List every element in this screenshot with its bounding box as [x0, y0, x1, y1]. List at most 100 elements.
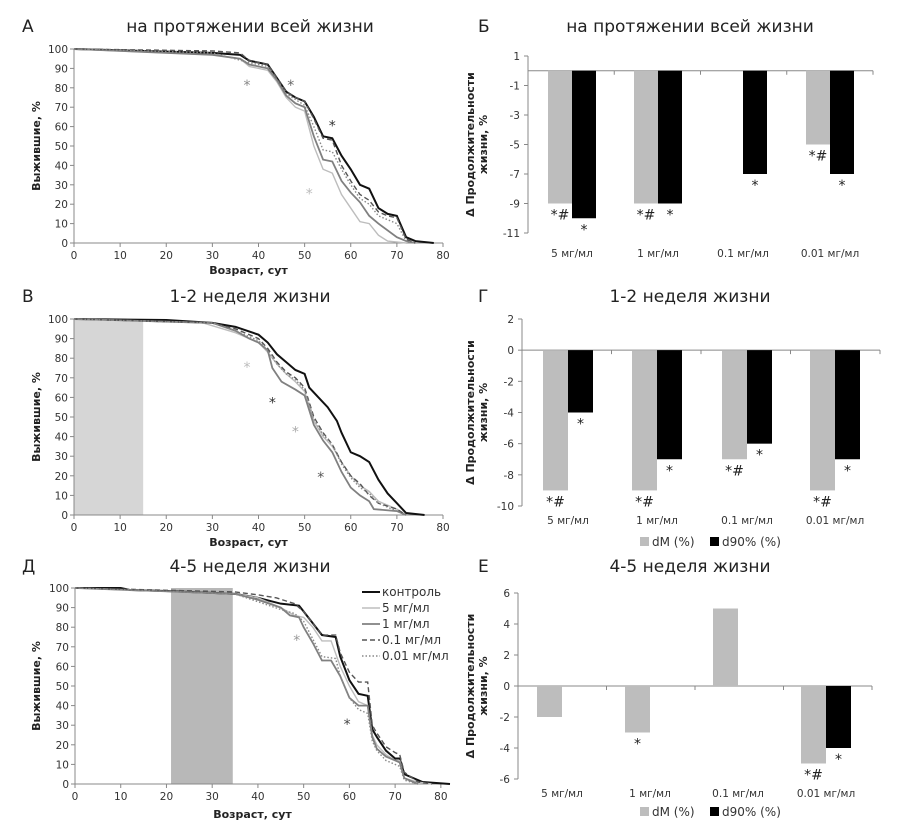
category-label: 5 мг/мл	[547, 515, 589, 527]
panel-letter: Б	[478, 17, 490, 37]
x-tick-label: 0	[71, 250, 78, 262]
significance-marker: *	[577, 417, 584, 433]
significance-marker: *	[329, 119, 336, 135]
y-tick-label: 40	[55, 160, 68, 172]
y-tick-label: -7	[510, 169, 520, 181]
bar-d90	[568, 350, 593, 413]
survival-curve	[74, 587, 419, 785]
y-tick-label: 70	[56, 642, 69, 654]
y-tick-label: 70	[55, 373, 68, 385]
survival-curve	[73, 48, 416, 244]
bar-d90	[572, 70, 596, 219]
y-tick-label: 0	[503, 681, 510, 693]
chart-title: на протяжении всей жизни	[566, 17, 814, 37]
panel-3: В 1-2 неделя жизни 0 10 20 30 40 50 60 70 80 90 100 0…	[22, 287, 450, 549]
x-tick-label: 30	[206, 250, 219, 262]
bar-d90	[743, 70, 767, 174]
y-axis-label-line: Δ Продолжительности	[464, 72, 477, 217]
survival-curve	[74, 587, 432, 785]
x-tick-label: 50	[298, 522, 311, 534]
significance-marker: *#	[551, 208, 570, 224]
y-tick-label: 2	[507, 314, 514, 326]
significance-marker: *	[581, 222, 588, 238]
significance-marker: *	[634, 737, 641, 753]
y-tick-label: -3	[510, 110, 520, 122]
y-tick-label: -10	[497, 501, 514, 513]
x-tick-label: 50	[298, 250, 311, 262]
legend-swatch	[710, 807, 719, 816]
chart-title: 4-5 неделя жизни	[169, 557, 330, 577]
legend-swatch	[640, 537, 649, 546]
y-tick-label: 100	[49, 583, 69, 595]
category-label: 0.01 мг/мл	[797, 788, 855, 800]
y-tick-label: -11	[503, 228, 520, 240]
y-tick-label: -4	[504, 408, 515, 420]
significance-marker: *	[269, 395, 276, 411]
panel-letter: В	[22, 287, 34, 307]
y-axis-label: Выжившие, %	[30, 641, 43, 731]
x-tick-label: 0	[72, 791, 79, 803]
x-tick-label: 30	[206, 522, 219, 534]
significance-marker: *	[752, 178, 759, 194]
y-tick-label: 1	[513, 51, 520, 63]
y-axis-label: Выжившие, %	[30, 372, 43, 462]
bar-d90	[835, 350, 860, 460]
significance-marker: *#	[725, 463, 744, 479]
y-tick-label: 80	[56, 622, 69, 634]
y-tick-label: -4	[500, 743, 511, 755]
x-axis-label: Возраст, сут	[209, 536, 288, 549]
bar-dM	[806, 70, 830, 145]
category-label: 1 мг/мл	[629, 788, 671, 800]
x-tick-label: 70	[388, 791, 401, 803]
bar-d90	[830, 70, 854, 174]
x-tick-label: 10	[113, 250, 126, 262]
y-tick-label: 90	[55, 334, 68, 346]
x-axis-label: Возраст, сут	[213, 808, 292, 821]
survival-curve	[73, 318, 407, 516]
significance-marker: *	[287, 78, 294, 94]
x-tick-label: 60	[344, 522, 357, 534]
bar-d90	[657, 350, 682, 460]
y-tick-label: 10	[56, 759, 69, 771]
x-axis-label: Возраст, сут	[209, 264, 288, 277]
legend-label: dM (%)	[652, 805, 695, 819]
survival-curve	[73, 48, 416, 244]
chart-title: 4-5 неделя жизни	[609, 557, 770, 577]
y-tick-label: -8	[504, 470, 514, 482]
category-label: 5 мг/мл	[551, 248, 593, 260]
legend-label: d90% (%)	[722, 805, 781, 819]
y-tick-label: 100	[48, 314, 68, 326]
significance-marker: *	[839, 178, 846, 194]
bar-dM	[632, 350, 657, 491]
x-tick-label: 70	[390, 522, 403, 534]
significance-marker: *#	[635, 494, 654, 510]
y-tick-label: 20	[56, 740, 69, 752]
y-axis-label: Выжившие, %	[30, 101, 43, 191]
y-tick-label: 80	[55, 353, 68, 365]
significance-marker: *	[666, 463, 673, 479]
category-label: 5 мг/мл	[541, 788, 583, 800]
y-axis-label: Δ Продолжительностижизни, %	[464, 614, 490, 759]
chart-title: 1-2 неделя жизни	[169, 287, 330, 307]
panel-letter: А	[22, 17, 34, 37]
y-tick-label: 40	[55, 432, 68, 444]
bar-dM	[713, 608, 738, 686]
x-tick-label: 80	[434, 791, 447, 803]
significance-marker: *	[344, 717, 351, 733]
y-tick-label: 90	[55, 63, 68, 75]
y-tick-label: 10	[55, 219, 68, 231]
chart-title: на протяжении всей жизни	[126, 17, 374, 37]
x-tick-label: 40	[252, 250, 265, 262]
significance-marker: *#	[809, 149, 828, 165]
x-tick-label: 40	[251, 791, 264, 803]
y-axis-label-line: жизни, %	[477, 383, 490, 442]
bar-dM	[537, 686, 562, 717]
y-tick-label: 2	[503, 650, 510, 662]
x-tick-label: 80	[436, 250, 449, 262]
bar-dM	[722, 350, 747, 460]
significance-marker: *	[667, 208, 674, 224]
bar-d90	[658, 70, 682, 204]
significance-marker: *	[317, 470, 324, 486]
y-tick-label: 30	[55, 451, 68, 463]
